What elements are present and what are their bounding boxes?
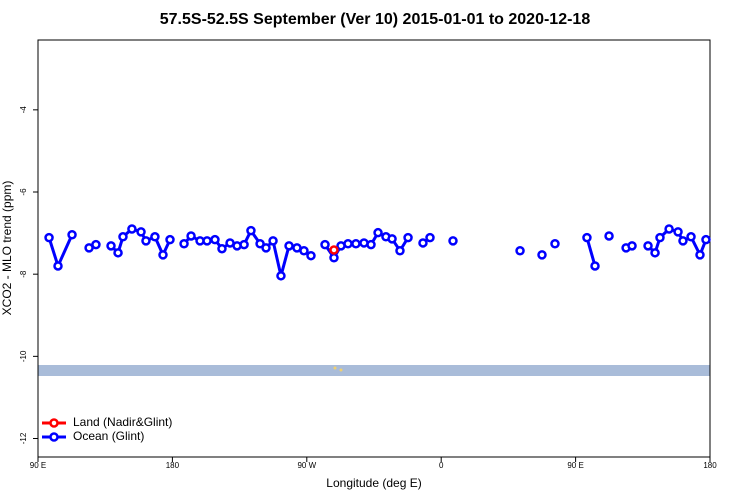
- point: [387, 234, 397, 244]
- point: [239, 239, 249, 250]
- point: [284, 241, 294, 251]
- point: [373, 227, 383, 238]
- point: [655, 232, 665, 243]
- map-speck: [339, 368, 343, 372]
- point: [643, 241, 653, 251]
- y-tick-label: -10: [19, 350, 28, 362]
- x-axis-label: Longitude (deg E): [326, 476, 421, 490]
- y-tick-label: -4: [19, 106, 28, 114]
- point: [255, 239, 265, 249]
- x-tick-label: 90 E: [567, 461, 583, 470]
- point: [695, 250, 705, 260]
- point: [403, 232, 413, 243]
- point: [418, 238, 428, 248]
- point: [329, 245, 339, 255]
- point: [44, 232, 54, 243]
- y-tick-label: -12: [19, 432, 28, 444]
- point: [67, 229, 77, 240]
- x-tick-label: 90 E: [30, 461, 46, 470]
- series-line: [585, 237, 597, 267]
- point: [179, 239, 189, 249]
- plot-frame: [37, 39, 711, 458]
- point: [351, 239, 361, 249]
- x-tick-label: 180: [166, 461, 180, 470]
- y-axis-label: XCO2 - MLO trend (ppm): [0, 181, 14, 316]
- point: [448, 236, 458, 246]
- point: [186, 231, 196, 241]
- legend-marker: [49, 418, 59, 428]
- point: [604, 231, 614, 241]
- point: [320, 239, 330, 250]
- point: [210, 234, 220, 245]
- point: [395, 246, 405, 256]
- point: [53, 261, 63, 271]
- point: [664, 224, 674, 234]
- point: [299, 246, 309, 256]
- point: [268, 236, 278, 246]
- y-tick-label: -6: [19, 188, 28, 196]
- x-tick-label: 0: [439, 461, 444, 470]
- point: [343, 239, 353, 249]
- point: [276, 271, 286, 281]
- legend-label: Land (Nadir&Glint): [73, 415, 172, 429]
- point: [91, 239, 101, 250]
- point: [686, 232, 696, 242]
- y-tick-label: -8: [19, 270, 28, 278]
- legend-label: Ocean (Glint): [73, 429, 144, 443]
- point: [627, 241, 637, 251]
- map-strip: [38, 365, 710, 376]
- x-tick-label: 90 W: [297, 461, 316, 470]
- point: [136, 227, 146, 237]
- point: [678, 236, 688, 246]
- point: [118, 232, 128, 242]
- point: [550, 239, 560, 249]
- map-speck: [333, 366, 337, 370]
- point: [582, 232, 592, 243]
- point: [261, 243, 271, 253]
- point: [537, 250, 547, 260]
- point: [158, 250, 168, 260]
- point: [106, 241, 116, 251]
- x-tick-label: 180: [703, 461, 717, 470]
- point: [515, 246, 525, 256]
- point: [306, 250, 316, 261]
- point: [701, 234, 711, 245]
- legend-marker: [49, 432, 59, 442]
- point: [127, 224, 137, 234]
- point: [329, 252, 339, 263]
- point: [366, 239, 376, 250]
- point: [673, 227, 683, 237]
- point: [590, 261, 600, 271]
- point: [202, 236, 212, 246]
- point: [246, 225, 256, 236]
- chart-title: 57.5S-52.5S September (Ver 10) 2015-01-0…: [160, 11, 591, 28]
- point: [165, 234, 175, 245]
- point: [650, 248, 660, 258]
- point: [217, 243, 227, 254]
- point: [425, 232, 435, 243]
- point: [113, 248, 123, 258]
- point: [141, 236, 151, 246]
- point: [150, 232, 160, 242]
